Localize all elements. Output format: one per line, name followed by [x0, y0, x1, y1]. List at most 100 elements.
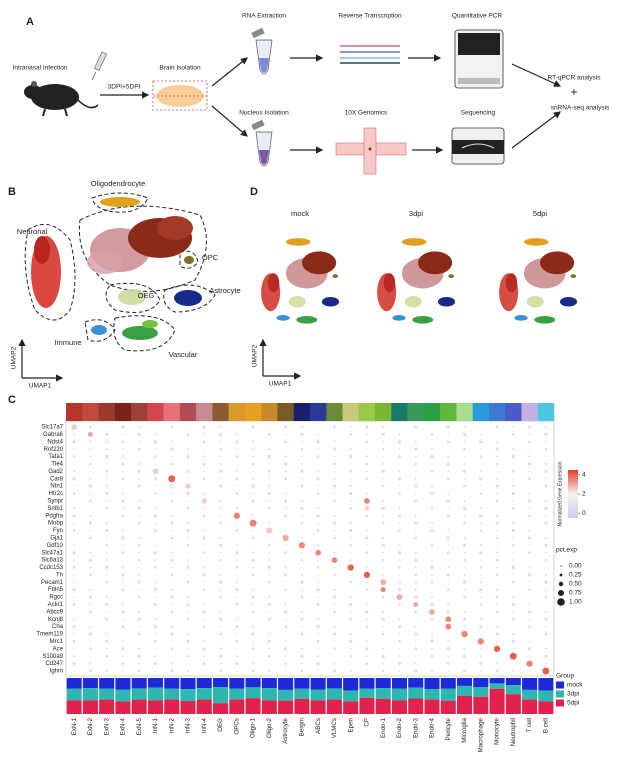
cell-type-swatch — [505, 403, 522, 421]
faint-dot — [349, 491, 353, 496]
faint-dot — [495, 536, 499, 540]
faint-dot — [137, 617, 141, 621]
faint-dot — [527, 536, 532, 540]
faint-dot — [398, 611, 400, 613]
faint-dot — [544, 617, 548, 621]
group-fraction-bar — [294, 698, 310, 714]
faint-dot — [73, 596, 75, 598]
faint-dot — [121, 529, 124, 532]
faint-dot — [202, 610, 206, 614]
arrow — [211, 105, 248, 137]
faint-dot — [496, 514, 499, 517]
faint-dot — [219, 662, 222, 665]
faint-dot — [430, 654, 434, 658]
faint-dot — [72, 661, 76, 666]
faint-dot — [479, 661, 483, 666]
group-fraction-bar — [375, 678, 391, 689]
cell-type-swatch — [131, 403, 148, 421]
faint-dot — [414, 536, 418, 540]
faint-dot — [236, 500, 238, 502]
faint-dot — [89, 499, 92, 503]
faint-dot — [511, 433, 515, 436]
faint-dot — [89, 477, 92, 480]
faint-dot — [446, 647, 450, 651]
group-fraction-bar — [440, 678, 456, 689]
faint-dot — [202, 462, 206, 466]
faint-dot — [219, 573, 222, 576]
group-fraction-bar — [213, 703, 229, 714]
faint-dot — [235, 492, 239, 495]
faint-dot — [105, 537, 108, 539]
faint-dot — [219, 669, 222, 673]
group-fraction-bar — [359, 688, 375, 698]
faint-dot — [333, 536, 336, 540]
faint-dot — [251, 595, 255, 599]
faint-dot — [170, 603, 173, 606]
group-fraction-bar — [375, 688, 391, 699]
cell-type-label: Oligo-2 — [266, 717, 273, 738]
faint-dot — [349, 506, 353, 510]
faint-dot — [512, 522, 515, 525]
faint-dot — [545, 662, 547, 665]
faint-dot — [447, 492, 450, 495]
faint-dot — [105, 528, 109, 533]
faint-dot — [512, 663, 514, 665]
faint-dot — [170, 610, 174, 614]
group-fraction-bar — [82, 678, 98, 689]
faint-dot — [283, 647, 288, 651]
gene-label: Ntn1 — [50, 484, 63, 490]
faint-dot — [170, 529, 173, 532]
gene-label: Slc47a1 — [41, 550, 63, 556]
faint-dot — [236, 596, 238, 598]
faint-dot — [462, 469, 467, 473]
faint-dot — [252, 655, 254, 657]
faint-dot — [137, 595, 141, 599]
group-fraction-bar — [196, 688, 212, 700]
faint-dot — [317, 537, 319, 539]
faint-dot — [382, 425, 385, 429]
faint-dot — [121, 573, 125, 577]
gene-label: Pdgfra — [45, 513, 63, 519]
faint-dot — [268, 589, 270, 591]
faint-dot — [333, 507, 335, 509]
faint-dot — [89, 581, 91, 583]
faint-dot — [528, 492, 531, 495]
gene-label: Synpr — [47, 499, 63, 505]
cell-type-label: OPCs — [233, 718, 240, 735]
faint-dot — [285, 633, 287, 635]
faint-dot — [154, 574, 156, 576]
faint-dot — [252, 551, 255, 554]
faint-dot — [236, 537, 238, 539]
faint-dot — [398, 640, 401, 643]
faint-dot — [350, 663, 352, 665]
faint-dot — [317, 596, 319, 598]
faint-dot — [398, 433, 401, 436]
faint-dot — [88, 595, 93, 599]
faint-dot — [105, 559, 108, 562]
faint-dot — [365, 647, 369, 651]
faint-dot — [89, 536, 92, 540]
faint-dot — [170, 640, 173, 643]
faint-dot — [137, 654, 141, 658]
faint-dot — [105, 506, 109, 510]
faint-dot — [350, 515, 352, 517]
faint-dot — [332, 484, 337, 488]
faint-dot — [106, 663, 108, 665]
group-fraction-bar — [131, 688, 147, 700]
faint-dot — [137, 580, 141, 584]
faint-dot — [300, 669, 304, 673]
faint-dot — [512, 500, 515, 502]
faint-dot — [495, 558, 499, 562]
faint-dot — [496, 470, 498, 472]
faint-dot — [252, 514, 255, 517]
faint-dot — [447, 448, 449, 450]
faint-dot — [268, 596, 271, 599]
faint-dot — [544, 499, 547, 502]
faint-dot — [219, 625, 222, 628]
faint-dot — [72, 566, 76, 569]
dot — [201, 498, 207, 504]
faint-dot — [511, 617, 515, 621]
dot — [380, 587, 386, 593]
faint-dot — [511, 543, 515, 547]
faint-dot — [317, 655, 320, 658]
